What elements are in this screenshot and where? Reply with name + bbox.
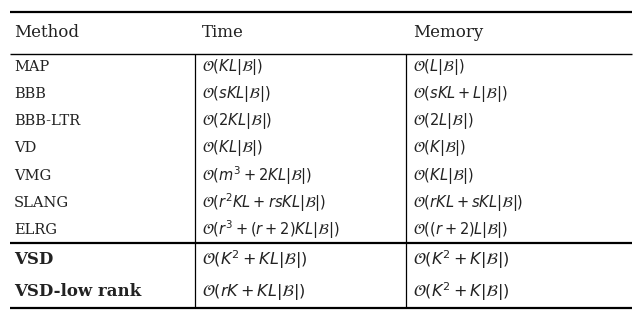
Text: $\mathcal{O}(rKL + sKL|\mathcal{B}|)$: $\mathcal{O}(rKL + sKL|\mathcal{B}|)$ bbox=[413, 193, 523, 212]
Text: BBB-LTR: BBB-LTR bbox=[14, 114, 80, 128]
Text: $\mathcal{O}((r+2)L|\mathcal{B}|)$: $\mathcal{O}((r+2)L|\mathcal{B}|)$ bbox=[413, 220, 508, 240]
Text: $\mathcal{O}(K|\mathcal{B}|)$: $\mathcal{O}(K|\mathcal{B}|)$ bbox=[413, 139, 466, 158]
Text: $\mathcal{O}(KL|\mathcal{B}|)$: $\mathcal{O}(KL|\mathcal{B}|)$ bbox=[413, 165, 474, 186]
Text: $\mathcal{O}(K^2 + K|\mathcal{B}|)$: $\mathcal{O}(K^2 + K|\mathcal{B}|)$ bbox=[413, 248, 509, 271]
Text: SLANG: SLANG bbox=[14, 196, 69, 210]
Text: $\mathcal{O}(m^3 + 2KL|\mathcal{B}|)$: $\mathcal{O}(m^3 + 2KL|\mathcal{B}|)$ bbox=[202, 164, 312, 187]
Text: Time: Time bbox=[202, 24, 243, 41]
Text: VMG: VMG bbox=[14, 169, 51, 182]
Text: $\mathcal{O}(rK + KL|\mathcal{B}|)$: $\mathcal{O}(rK + KL|\mathcal{B}|)$ bbox=[202, 282, 305, 302]
Text: $\mathcal{O}(sKL|\mathcal{B}|)$: $\mathcal{O}(sKL|\mathcal{B}|)$ bbox=[202, 84, 270, 104]
Text: $\mathcal{O}(L|\mathcal{B}|)$: $\mathcal{O}(L|\mathcal{B}|)$ bbox=[413, 57, 464, 77]
Text: ELRG: ELRG bbox=[14, 223, 57, 237]
Text: $\mathcal{O}(KL|\mathcal{B}|)$: $\mathcal{O}(KL|\mathcal{B}|)$ bbox=[202, 139, 262, 158]
Text: $\mathcal{O}(2L|\mathcal{B}|)$: $\mathcal{O}(2L|\mathcal{B}|)$ bbox=[413, 111, 474, 132]
Text: VSD: VSD bbox=[14, 251, 54, 268]
Text: $\mathcal{O}(K^2 + K|\mathcal{B}|)$: $\mathcal{O}(K^2 + K|\mathcal{B}|)$ bbox=[413, 280, 509, 303]
Text: $\mathcal{O}(r^2KL + rsKL|\mathcal{B}|)$: $\mathcal{O}(r^2KL + rsKL|\mathcal{B}|)$ bbox=[202, 191, 326, 214]
Text: $\mathcal{O}(2KL|\mathcal{B}|)$: $\mathcal{O}(2KL|\mathcal{B}|)$ bbox=[202, 111, 272, 132]
Text: Method: Method bbox=[14, 24, 79, 41]
Text: BBB: BBB bbox=[14, 87, 46, 101]
Text: $\mathcal{O}(K^2 + KL|\mathcal{B}|)$: $\mathcal{O}(K^2 + KL|\mathcal{B}|)$ bbox=[202, 248, 307, 271]
Text: $\mathcal{O}(sKL + L|\mathcal{B}|)$: $\mathcal{O}(sKL + L|\mathcal{B}|)$ bbox=[413, 84, 508, 104]
Text: $\mathcal{O}(KL|\mathcal{B}|)$: $\mathcal{O}(KL|\mathcal{B}|)$ bbox=[202, 57, 262, 77]
Text: $\mathcal{O}(r^3 + (r+2)KL|\mathcal{B}|)$: $\mathcal{O}(r^3 + (r+2)KL|\mathcal{B}|)… bbox=[202, 218, 339, 241]
Text: Memory: Memory bbox=[413, 24, 483, 41]
Text: VSD-low rank: VSD-low rank bbox=[14, 283, 141, 300]
Text: MAP: MAP bbox=[14, 60, 49, 74]
Text: VD: VD bbox=[14, 141, 36, 156]
